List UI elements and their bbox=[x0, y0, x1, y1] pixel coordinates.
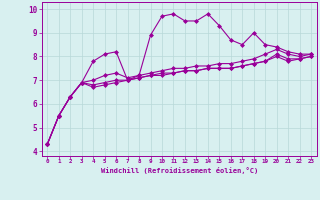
X-axis label: Windchill (Refroidissement éolien,°C): Windchill (Refroidissement éolien,°C) bbox=[100, 167, 258, 174]
